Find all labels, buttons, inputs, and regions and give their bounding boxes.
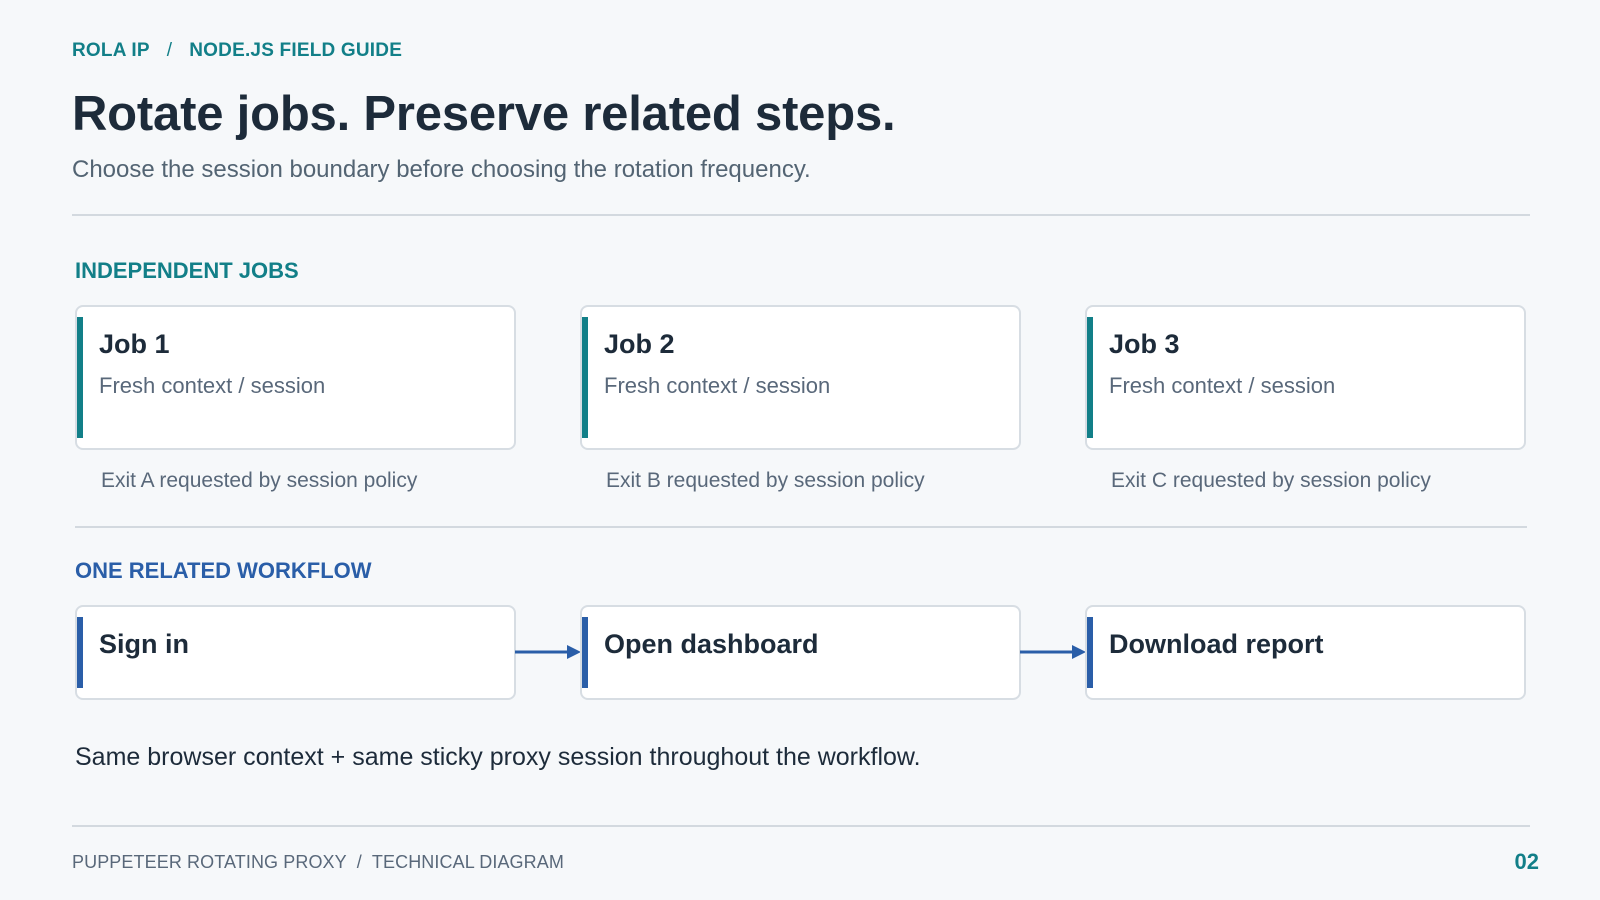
footer-divider xyxy=(72,825,1530,827)
workflow-step-title: Sign in xyxy=(99,629,189,659)
job-exit-note-1: Exit A requested by session policy xyxy=(101,469,418,492)
breadcrumb: ROLA IP / NODE.JS FIELD GUIDE xyxy=(72,40,402,62)
workflow-step-accent xyxy=(77,617,83,688)
flow-arrow-icon xyxy=(515,645,581,659)
section-label-related-workflow: ONE RELATED WORKFLOW xyxy=(75,558,372,583)
workflow-step-download-report: Download report xyxy=(1085,605,1526,700)
job-card-accent xyxy=(582,317,588,438)
workflow-step-accent xyxy=(582,617,588,688)
section-divider xyxy=(75,526,1527,528)
job-card-description: Fresh context / session xyxy=(604,373,831,398)
job-card-title: Job 1 xyxy=(99,329,170,359)
workflow-step-accent xyxy=(1087,617,1093,688)
breadcrumb-item-brand: ROLA IP xyxy=(72,40,150,61)
job-exit-note-3: Exit C requested by session policy xyxy=(1111,469,1431,492)
job-card-title: Job 3 xyxy=(1109,329,1180,359)
footer-part-type: TECHNICAL DIAGRAM xyxy=(371,852,564,872)
footer-label: PUPPETEER ROTATING PROXY / TECHNICAL DIAGR… xyxy=(72,852,564,873)
job-exit-note-2: Exit B requested by session policy xyxy=(606,469,925,492)
breadcrumb-separator: / xyxy=(166,40,173,61)
flow-arrow-icon xyxy=(1020,645,1086,659)
page-number: 02 xyxy=(1514,849,1539,874)
job-card-3: Job 3 Fresh context / session xyxy=(1085,305,1526,450)
job-card-description: Fresh context / session xyxy=(1109,373,1336,398)
breadcrumb-item-guide: NODE.JS FIELD GUIDE xyxy=(189,40,403,61)
workflow-step-title: Open dashboard xyxy=(604,629,819,659)
job-card-2: Job 2 Fresh context / session xyxy=(580,305,1021,450)
footer-separator: / xyxy=(356,852,362,872)
header-divider xyxy=(72,214,1530,216)
workflow-step-open-dashboard: Open dashboard xyxy=(580,605,1021,700)
job-card-title: Job 2 xyxy=(604,329,675,359)
footer-part-topic: PUPPETEER ROTATING PROXY xyxy=(72,852,347,872)
workflow-step-title: Download report xyxy=(1109,629,1324,659)
page-title: Rotate jobs. Preserve related steps. xyxy=(72,87,896,141)
job-card-1: Job 1 Fresh context / session xyxy=(75,305,516,450)
section-label-independent-jobs: INDEPENDENT JOBS xyxy=(75,258,299,283)
workflow-note: Same browser context + same sticky proxy… xyxy=(75,743,921,771)
page-subtitle: Choose the session boundary before choos… xyxy=(72,156,811,183)
job-card-accent xyxy=(1087,317,1093,438)
job-card-description: Fresh context / session xyxy=(99,373,326,398)
job-card-accent xyxy=(77,317,83,438)
workflow-step-sign-in: Sign in xyxy=(75,605,516,700)
